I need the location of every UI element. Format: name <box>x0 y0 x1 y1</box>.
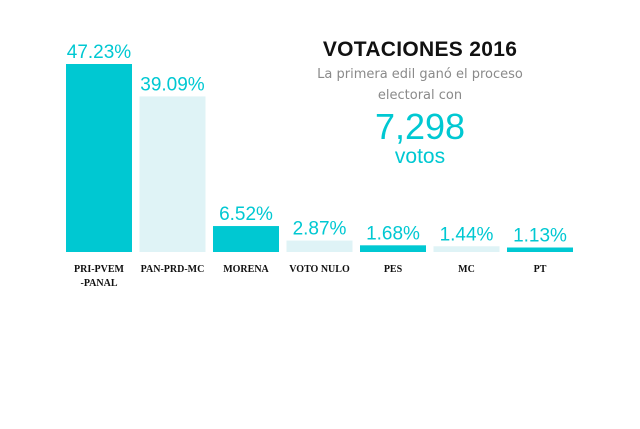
category-label-line: MORENA <box>223 264 269 275</box>
data-label-1: 47.23% <box>67 42 132 63</box>
data-label-2: 39.09% <box>140 74 205 95</box>
bar-7 <box>507 247 573 252</box>
vote-unit: votos <box>394 145 446 168</box>
data-label-7: 1.13% <box>513 226 567 247</box>
bar-4 <box>286 240 353 252</box>
category-label-line: PAN-PRD-MC <box>141 264 205 275</box>
category-label-3: MORENA <box>223 264 269 275</box>
bar-6 <box>433 246 500 252</box>
bar-2 <box>139 96 206 252</box>
bar-1 <box>66 64 132 252</box>
category-label-line: PES <box>384 264 403 275</box>
chart-title: VOTACIONES 2016 <box>322 38 518 61</box>
category-label-line: PT <box>534 264 547 275</box>
vote-count: 7,298 <box>374 106 466 147</box>
category-label-line: -PANAL <box>80 278 117 289</box>
category-label-2: PAN-PRD-MC <box>141 264 205 275</box>
data-label-5: 1.68% <box>366 223 420 244</box>
bar-3 <box>213 226 279 252</box>
category-label-1: PRI-PVEM -PANAL <box>74 264 125 289</box>
data-label-6: 1.44% <box>440 224 494 245</box>
category-label-line: VOTO NULO <box>289 264 350 275</box>
chart-subtitle: La primera edil ganó el proceso electora… <box>317 67 523 103</box>
headline-block: VOTACIONES 2016 La primera edil ganó el … <box>300 38 540 168</box>
data-label-3: 6.52% <box>219 204 273 225</box>
category-label-5: PES <box>384 264 403 275</box>
bar-5 <box>360 245 426 252</box>
category-label-line: PRI-PVEM <box>74 264 125 275</box>
category-label-4: VOTO NULO <box>289 264 350 275</box>
data-label-4: 2.87% <box>293 219 347 240</box>
category-label-6: MC <box>458 264 475 275</box>
category-label-line: MC <box>458 264 475 275</box>
category-label-7: PT <box>534 264 547 275</box>
